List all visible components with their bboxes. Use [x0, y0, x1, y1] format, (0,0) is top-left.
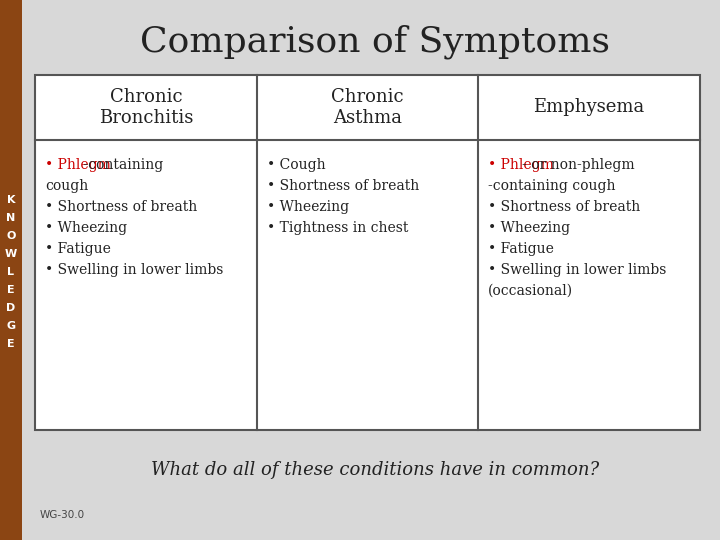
Text: L: L	[7, 267, 14, 277]
Text: WG-30.0: WG-30.0	[40, 510, 85, 520]
Text: • Fatigue: • Fatigue	[488, 242, 554, 256]
Text: D: D	[6, 303, 16, 313]
Text: Emphysema: Emphysema	[534, 98, 645, 117]
Text: (occasional): (occasional)	[488, 284, 573, 298]
Text: • Swelling in lower limbs: • Swelling in lower limbs	[45, 263, 223, 277]
Text: • Wheezing: • Wheezing	[488, 221, 570, 235]
Text: E: E	[7, 339, 15, 349]
Bar	[0, 0, 22, 540]
Text: Comparison of Symptoms: Comparison of Symptoms	[140, 25, 610, 59]
Text: • Phlegm: • Phlegm	[45, 158, 111, 172]
Text: • Phlegm: • Phlegm	[488, 158, 554, 172]
FancyBboxPatch shape	[35, 75, 700, 430]
Text: E: E	[7, 285, 15, 295]
Text: -containing cough: -containing cough	[488, 179, 616, 193]
Text: -containing: -containing	[78, 158, 163, 172]
Text: N: N	[6, 213, 16, 223]
Text: • Fatigue: • Fatigue	[45, 242, 111, 256]
Text: • Tightness in chest: • Tightness in chest	[266, 221, 408, 235]
Text: • Wheezing: • Wheezing	[266, 200, 348, 214]
Text: K: K	[6, 195, 15, 205]
Text: Chronic
Asthma: Chronic Asthma	[331, 88, 404, 127]
Text: G: G	[6, 321, 16, 331]
Text: • Wheezing: • Wheezing	[45, 221, 127, 235]
Text: • Cough: • Cough	[266, 158, 325, 172]
Text: • Shortness of breath: • Shortness of breath	[45, 200, 197, 214]
Text: - or non-phlegm: - or non-phlegm	[522, 158, 635, 172]
Text: W: W	[5, 249, 17, 259]
Text: What do all of these conditions have in common?: What do all of these conditions have in …	[151, 461, 599, 479]
Text: O: O	[6, 231, 16, 241]
Text: Chronic
Bronchitis: Chronic Bronchitis	[99, 88, 193, 127]
Text: • Shortness of breath: • Shortness of breath	[266, 179, 419, 193]
Text: • Shortness of breath: • Shortness of breath	[488, 200, 641, 214]
Text: • Swelling in lower limbs: • Swelling in lower limbs	[488, 263, 667, 277]
Text: cough: cough	[45, 179, 89, 193]
